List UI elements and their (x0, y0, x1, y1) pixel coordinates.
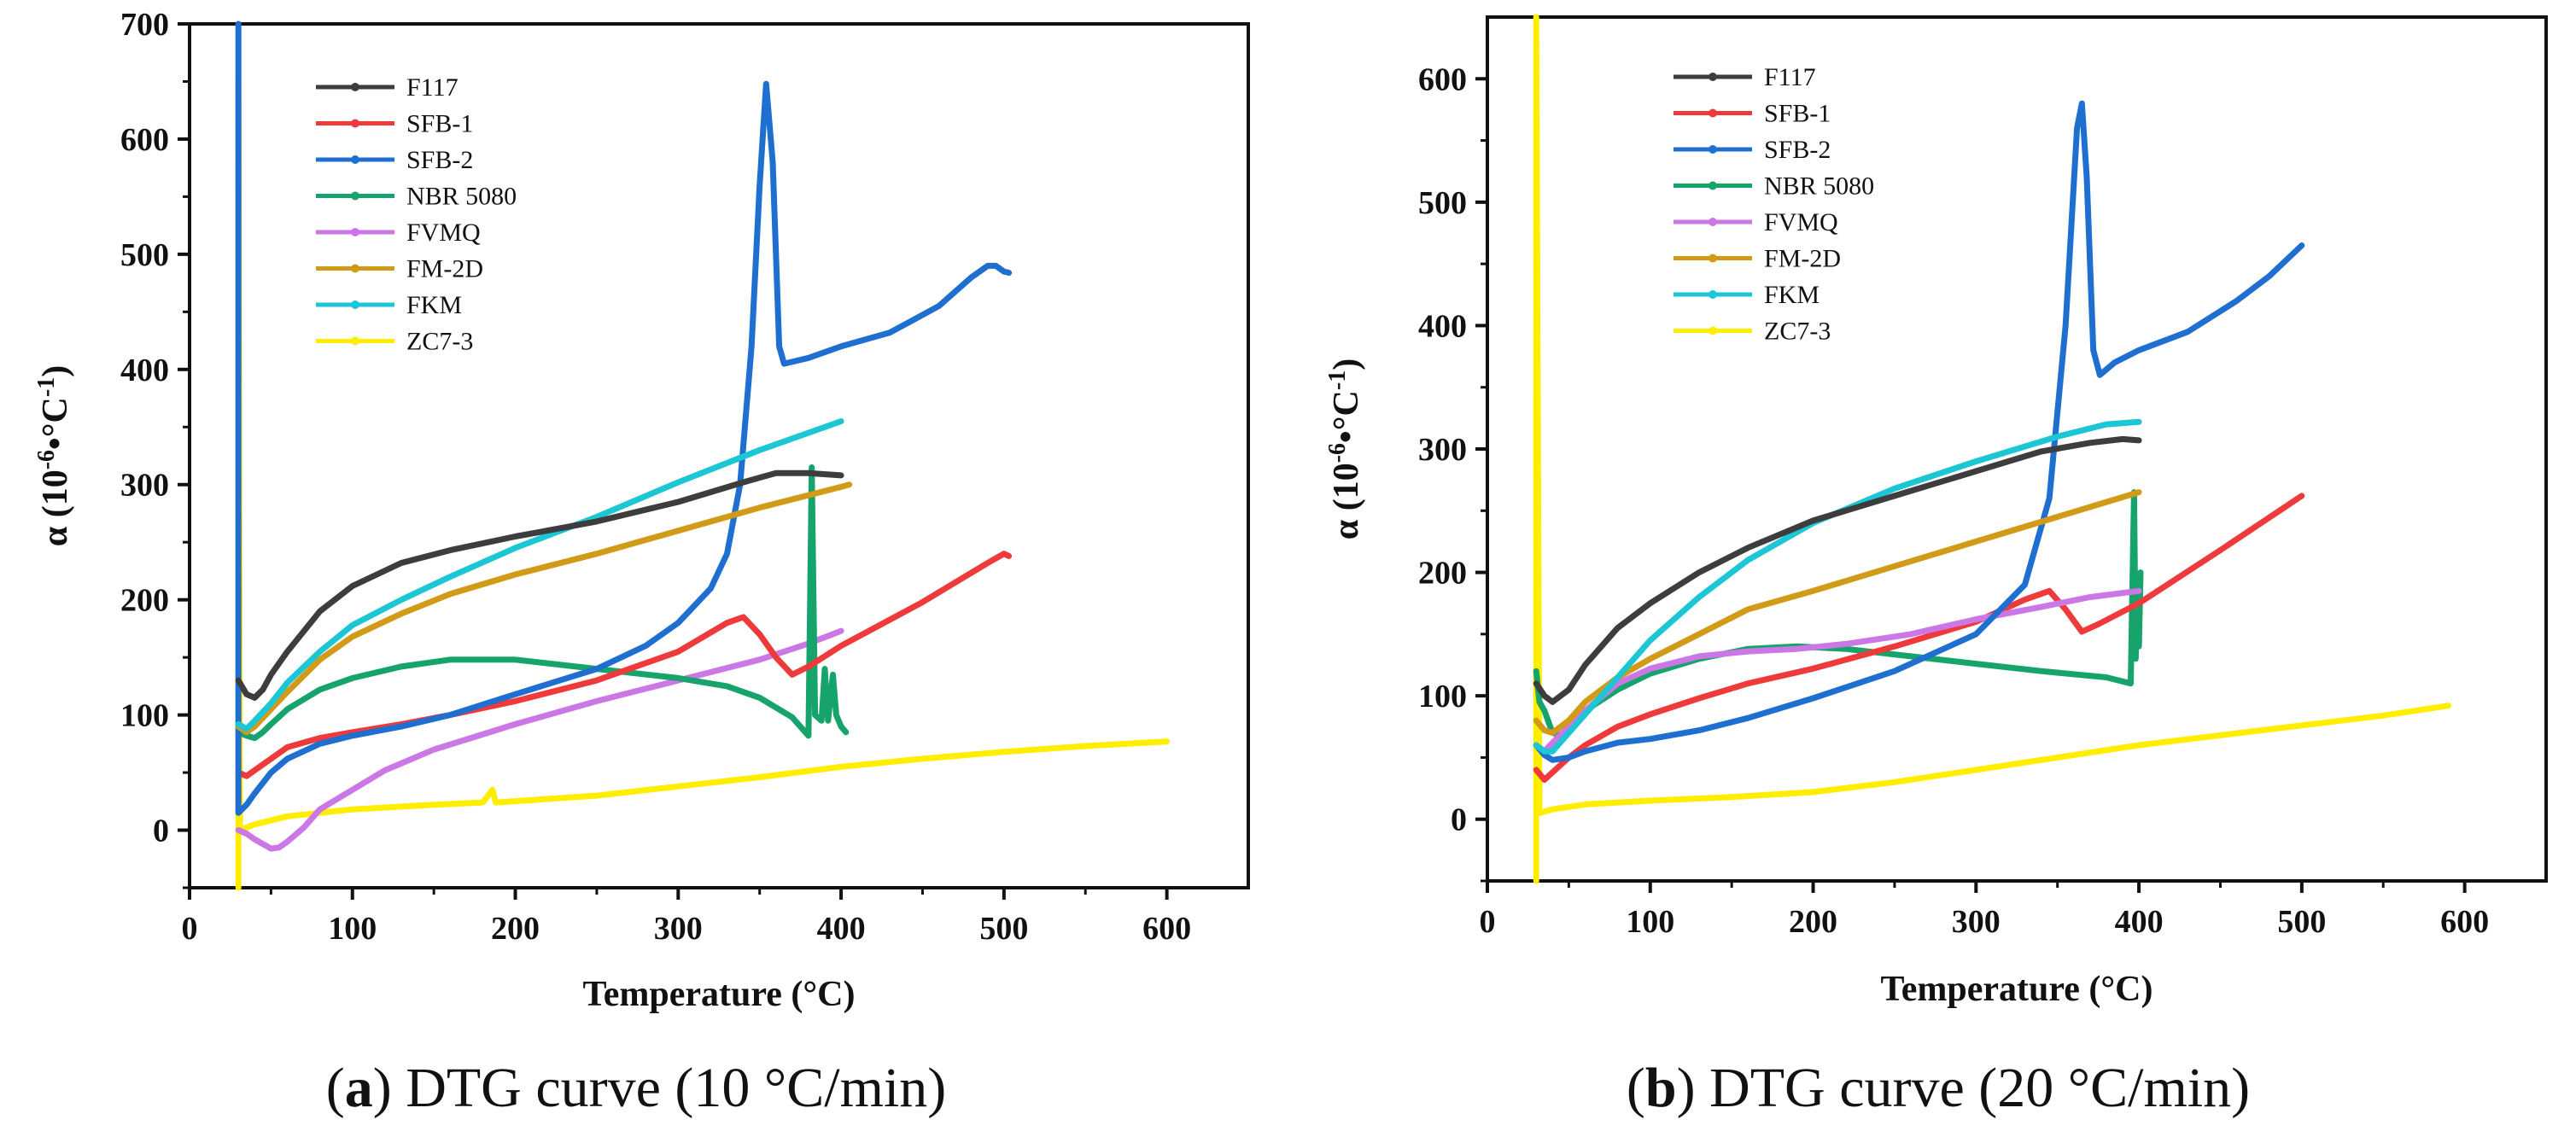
panel-b-legend-label-fm-2d: FM-2D (1764, 245, 1841, 273)
panel-b-x-tick-label: 100 (1626, 904, 1674, 940)
panel-a-y-axis-title: α (10-6•°C-1) (33, 365, 76, 546)
panel-b-y-tick-label: 300 (1418, 432, 1467, 468)
panel-b-legend: F117 SFB-1 SFB-2 NBR 5080 FVMQ FM-2D FKM ZC7-3 (1674, 63, 1874, 346)
panel-b-x-tick-label: 600 (2440, 904, 2489, 940)
panel-b-series-zc7-3 (1533, 14, 2451, 884)
panel-b-legend-marker-fkm (1709, 290, 1717, 299)
panel-b-x-tick-label: 0 (1480, 904, 1496, 940)
panel-a-legend-label-fvmq: FVMQ (406, 219, 481, 247)
panel-a-x-axis-title: Temperature (°C) (583, 975, 856, 1014)
panel-a-y-tick-label: 300 (120, 468, 169, 504)
panel-b-x-tick-label: 200 (1789, 904, 1837, 940)
panel-b-legend-marker-sfb-1 (1709, 108, 1717, 118)
panel-b-ticks: 0 100 200 300 400 500 600 0 100 200 300 400 500 600 (1418, 61, 2489, 940)
panel-b-legend-marker-f117 (1709, 73, 1717, 81)
panel-a-legend-label-zc7-3: ZC7-3 (406, 328, 473, 356)
panel-b-series-sfb-2 (1533, 100, 2305, 763)
panel-b-x-tick-label: 400 (2115, 904, 2164, 940)
panel-b-series-fm-2d (1533, 489, 2142, 736)
panel-b-y-tick-label: 400 (1418, 308, 1467, 344)
panel-a-legend-label-f117: F117 (406, 73, 459, 102)
panel-a-plot-frame (188, 22, 1250, 889)
panel-a-x-tick-label: 200 (491, 911, 540, 947)
panel-a-legend-label-fm-2d: FM-2D (406, 255, 483, 283)
panel-a-legend-label-sfb-1: SFB-1 (406, 110, 473, 138)
panel-b-x-tick-label: 300 (1952, 904, 2001, 940)
panel-b-y-tick-label: 500 (1418, 185, 1467, 221)
panel-b-x-tick-label: 500 (2277, 904, 2326, 940)
panel-a-chart: 0 100 200 300 400 500 600 0 100 200 300 400 500 600 70… (33, 7, 1250, 1119)
panel-b-y-tick-label: 200 (1418, 556, 1467, 592)
panel-a-legend: F117 SFB-1 SFB-2 NBR 5080 FVMQ FM-2D FKM ZC7-3 (316, 73, 517, 356)
panel-a-y-tick-label: 500 (120, 237, 169, 273)
panel-a-legend-label-nbr-5080: NBR 5080 (406, 183, 517, 211)
panel-a-x-tick-label: 300 (654, 911, 703, 947)
panel-b-y-tick-label: 600 (1418, 61, 1467, 97)
panel-b-legend-marker-fvmq (1709, 218, 1717, 226)
panel-b-legend-label-f117: F117 (1764, 63, 1816, 91)
panel-a-x-tick-label: 500 (979, 911, 1028, 947)
panel-a-y-tick-label: 700 (120, 7, 169, 43)
panel-a-ticks: 0 100 200 300 400 500 600 0 100 200 300 400 500 600 70… (120, 7, 1191, 947)
panel-b-legend-marker-nbr-5080 (1709, 181, 1717, 190)
panel-a-legend-marker-f117 (351, 83, 359, 91)
panel-b-y-axis-title: α (10-6•°C-1) (1324, 359, 1367, 539)
panel-a-caption: (a) DTG curve (10 °C/min) (326, 1057, 947, 1119)
panel-a-y-tick-label: 600 (120, 122, 169, 158)
panel-a-series-f117 (235, 469, 844, 701)
panel-a-legend-marker-nbr-5080 (351, 191, 359, 201)
panel-a-legend-marker-zc7-3 (351, 336, 359, 346)
panel-a-legend-marker-fkm (351, 300, 359, 309)
panel-a-legend-label-sfb-2: SFB-2 (406, 146, 473, 174)
panel-a-series-fkm (235, 418, 844, 732)
panel-a-series-nbr-5080 (235, 464, 850, 742)
panel-b-chart: 0 100 200 300 400 500 600 0 100 200 300 400 500 600 F… (1324, 14, 2548, 1119)
panel-b-x-axis-title: Temperature (°C) (1881, 970, 2153, 1009)
panel-a-y-tick-label: 400 (120, 353, 169, 388)
panel-b-series (1533, 14, 2451, 884)
panel-b-series-f117 (1533, 435, 2142, 705)
panel-a-legend-marker-fm-2d (351, 264, 359, 273)
panel-b-legend-label-zc7-3: ZC7-3 (1764, 318, 1831, 346)
panel-b-legend-label-sfb-2: SFB-2 (1764, 136, 1831, 164)
panel-a-x-tick-label: 400 (817, 911, 866, 947)
panel-a-series-fm-2d (235, 481, 853, 736)
panel-b-caption: (b) DTG curve (20 °C/min) (1627, 1057, 2250, 1119)
panel-a-series-sfb-2 (235, 20, 1013, 816)
panel-b-legend-label-fvmq: FVMQ (1764, 208, 1838, 236)
panel-a-y-tick-label: 0 (153, 813, 169, 849)
panel-b-legend-label-fkm: FKM (1764, 281, 1820, 309)
panel-b-series-fvmq (1533, 587, 2142, 755)
panel-a-x-tick-label: 0 (182, 911, 198, 947)
panel-a-x-tick-label: 600 (1142, 911, 1191, 947)
panel-a-legend-label-fkm: FKM (406, 291, 462, 319)
panel-a-series-sfb-1 (235, 551, 1013, 779)
panel-b-legend-marker-sfb-2 (1709, 145, 1717, 154)
panel-a-series (235, 20, 1171, 891)
panel-b-y-tick-label: 100 (1418, 679, 1467, 714)
panel-a-series-zc7-3 (235, 79, 1171, 891)
panel-b-legend-label-nbr-5080: NBR 5080 (1764, 172, 1874, 201)
panel-a-y-tick-label: 100 (120, 698, 169, 734)
panel-a-series-fvmq (235, 627, 844, 852)
panel-a-legend-marker-fvmq (351, 228, 359, 236)
panel-b-legend-marker-zc7-3 (1709, 326, 1717, 335)
panel-a-legend-marker-sfb-1 (351, 119, 359, 128)
panel-b-legend-marker-fm-2d (1709, 254, 1717, 263)
panel-a-y-tick-label: 200 (120, 583, 169, 619)
panel-a-x-tick-label: 100 (328, 911, 377, 947)
panel-b-y-tick-label: 0 (1451, 802, 1467, 838)
panel-b-series-fkm (1533, 418, 2142, 755)
panel-b-legend-label-sfb-1: SFB-1 (1764, 100, 1831, 128)
panel-a-legend-marker-sfb-2 (351, 155, 359, 164)
